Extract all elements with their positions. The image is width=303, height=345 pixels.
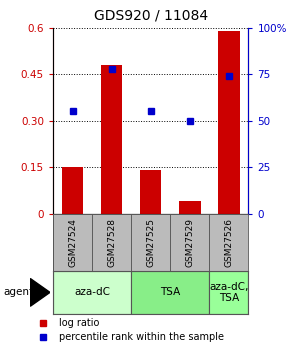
Text: aza-dC,
TSA: aza-dC, TSA: [209, 282, 248, 303]
Text: agent: agent: [3, 287, 33, 297]
Text: percentile rank within the sample: percentile rank within the sample: [59, 332, 224, 342]
Bar: [62, 167, 83, 214]
Bar: [53, 214, 92, 271]
Bar: [131, 214, 170, 271]
Bar: [92, 214, 131, 271]
Text: aza-dC: aza-dC: [74, 287, 110, 297]
Text: GDS920 / 11084: GDS920 / 11084: [95, 9, 208, 23]
Bar: [131, 271, 209, 314]
Text: TSA: TSA: [160, 287, 180, 297]
Text: log ratio: log ratio: [59, 318, 99, 328]
Bar: [140, 170, 161, 214]
Text: GSM27529: GSM27529: [185, 218, 194, 267]
Bar: [170, 214, 209, 271]
Text: GSM27526: GSM27526: [225, 218, 233, 267]
Text: GSM27528: GSM27528: [107, 218, 116, 267]
Text: GSM27525: GSM27525: [146, 218, 155, 267]
Bar: [53, 271, 131, 314]
Bar: [209, 214, 248, 271]
Polygon shape: [30, 278, 50, 306]
Bar: [209, 271, 248, 314]
Text: GSM27524: GSM27524: [68, 218, 77, 267]
Bar: [179, 201, 201, 214]
Bar: [101, 65, 122, 214]
Bar: [218, 31, 240, 214]
